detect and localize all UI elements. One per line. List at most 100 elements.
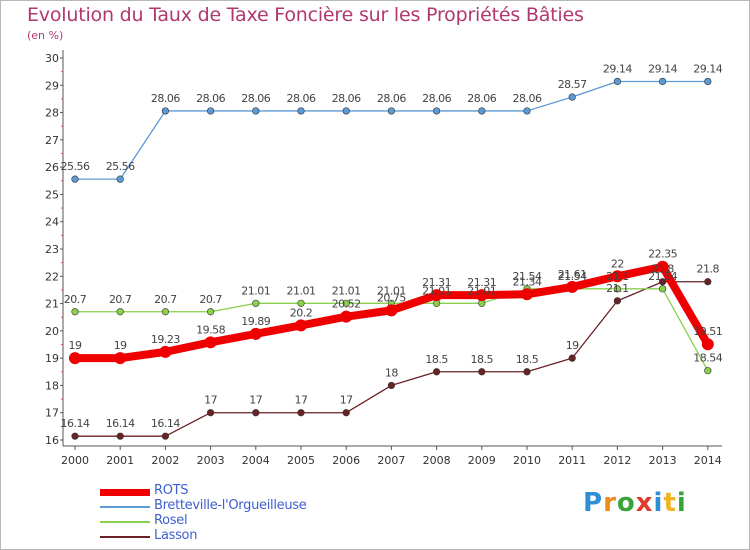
data-label-lasson: 21.8 [651,263,674,276]
y-tick-label: 26 [45,161,59,174]
data-label-rots: 19.23 [151,333,180,346]
data-label-lasson: 21.1 [606,282,629,295]
data-point-bretteville-l-orgueilleuse [523,107,531,115]
data-point-lasson [342,409,350,417]
data-point-bretteville-l-orgueilleuse [704,77,712,86]
logo-letter: o [616,488,636,518]
data-label-bretteville-l-orgueilleuse: 28.06 [241,92,270,105]
data-point-bretteville-l-orgueilleuse [207,107,215,115]
logo-letter: r [603,488,617,518]
data-point-bretteville-l-orgueilleuse [297,107,305,115]
x-tick-label: 2010 [513,454,541,467]
legend-swatch [100,521,150,523]
data-label-rots: 19.89 [241,315,270,328]
data-label-rots: 20.2 [290,306,313,319]
x-tick-label: 2007 [377,454,405,467]
data-label-bretteville-l-orgueilleuse: 28.06 [422,92,451,105]
logo-letter: x [635,488,654,518]
data-point-lasson [207,409,215,417]
data-point-rots [475,289,488,302]
x-tick-label: 2000 [61,454,89,467]
data-label-bretteville-l-orgueilleuse: 25.56 [106,160,135,173]
data-point-bretteville-l-orgueilleuse [252,107,260,115]
data-point-rots [701,338,714,351]
y-tick-label: 24 [45,216,59,229]
legend-swatch [100,536,150,538]
data-label-rots: 20.75 [377,291,406,304]
y-tick-label: 23 [45,243,59,256]
y-tick-label: 21 [45,298,59,311]
data-point-rosel [342,299,350,307]
data-label-bretteville-l-orgueilleuse: 28.06 [513,92,542,105]
data-point-lasson [704,278,712,286]
data-point-rosel [658,285,667,293]
y-tick-label: 28 [45,107,59,120]
y-tick-label: 29 [45,79,59,92]
data-label-rosel: 21.01 [467,284,496,297]
x-tick-label: 2013 [649,454,677,467]
data-label-rosel: 20.7 [199,293,222,306]
data-label-rots: 21.31 [422,276,451,289]
data-label-bretteville-l-orgueilleuse: 29.14 [648,62,677,75]
data-point-rots [340,310,353,323]
data-point-lasson [387,381,396,390]
y-tick-label: 20 [45,325,59,338]
data-point-rots [159,345,172,358]
x-tick-label: 2006 [332,454,360,467]
data-label-rosel: 21.1 [606,270,629,283]
data-label-bretteville-l-orgueilleuse: 25.56 [61,160,90,173]
data-label-bretteville-l-orgueilleuse: 29.14 [693,62,722,75]
data-label-lasson: 18 [385,366,398,379]
logo-letter: t [663,488,677,518]
data-point-rots [295,319,307,332]
legend-label: Bretteville-l'Orgueilleuse [154,498,307,513]
data-label-rosel: 21.54 [513,270,542,283]
data-label-lasson: 17 [295,394,308,407]
legend-label: ROTS [154,483,189,498]
data-label-bretteville-l-orgueilleuse: 28.06 [377,92,406,105]
data-point-rosel [252,299,260,307]
data-label-rosel: 21.54 [648,270,677,283]
data-label-rosel: 21.54 [558,270,587,283]
y-tick-label: 27 [45,134,59,147]
data-label-rosel: 20.7 [64,293,87,306]
data-point-bretteville-l-orgueilleuse [387,107,396,115]
data-label-bretteville-l-orgueilleuse: 29.14 [603,62,632,75]
data-label-bretteville-l-orgueilleuse: 28.06 [332,92,361,105]
data-label-rots: 19.51 [693,325,722,338]
logo-letter: P [583,488,604,518]
x-tick-label: 2005 [287,454,315,467]
data-point-rots [656,260,669,273]
data-label-rosel: 20.7 [154,293,177,306]
data-point-rosel [161,308,169,316]
data-point-bretteville-l-orgueilleuse [613,77,622,86]
data-point-bretteville-l-orgueilleuse [116,175,124,183]
data-point-rots [611,270,624,283]
data-label-lasson: 16.14 [61,417,90,430]
data-label-rots: 19 [114,339,127,352]
data-point-rosel [704,367,712,375]
y-tick-label: 16 [45,434,59,447]
y-tick-label: 19 [45,352,59,365]
y-tick-label: 25 [45,188,59,201]
data-label-rosel: 21.01 [287,284,316,297]
data-point-lasson [71,432,79,440]
data-point-lasson [161,432,169,440]
data-label-bretteville-l-orgueilleuse: 28.06 [196,92,225,105]
data-label-lasson: 18.5 [516,353,539,366]
data-point-rots [249,327,262,340]
data-point-lasson [478,368,486,376]
legend-swatch [100,506,150,508]
data-label-rosel: 21.01 [332,284,361,297]
data-label-lasson: 18.5 [471,353,494,366]
data-point-rosel [71,308,79,316]
data-point-rosel [297,299,305,307]
proxiti-logo: Proxiti [583,488,687,518]
logo-letter: i [653,488,664,518]
data-point-lasson [297,409,305,417]
y-tick-label: 22 [45,270,59,283]
data-label-lasson: 17 [340,394,353,407]
x-tick-label: 2001 [106,454,134,467]
data-label-bretteville-l-orgueilleuse: 28.06 [467,92,496,105]
